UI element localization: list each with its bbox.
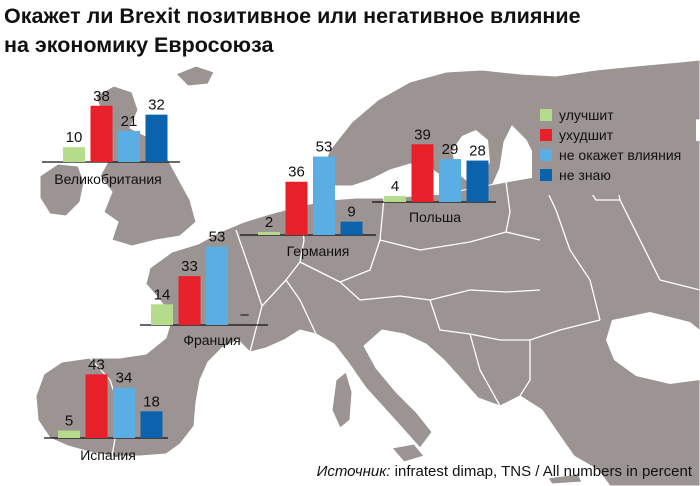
data-label: 5 [65,413,73,430]
data-label: 9 [347,204,355,221]
data-label: 33 [181,258,198,275]
title-line-1: Окажет ли Brexit позитивное или негативн… [4,4,581,28]
bar [85,374,108,438]
country-label: Испания [80,447,136,463]
bar [384,196,406,202]
data-label: 32 [148,97,165,114]
corsica-sardinia-land [331,371,353,429]
bar-group-1: 10 38 21 32 Великобритания [42,88,180,187]
data-label: 2 [265,214,273,231]
legend-bg [532,105,696,195]
northern-islands-land [175,65,215,87]
country-label: Великобритания [54,171,162,187]
bar [140,411,163,438]
chart-legend: улучшит ухудшит не окажет влияния не знаю [532,105,696,195]
crete-land [547,473,583,485]
bar-groups: 10382132Великобритания236539Германия4392… [42,88,496,463]
data-label: 18 [143,393,160,410]
data-label: 43 [88,356,105,373]
source-text: infratest dimap, TNS / All numbers in pe… [394,463,692,480]
bar [313,156,335,235]
bar [113,387,135,438]
great-britain-land [95,85,197,247]
bar-group-3: 4 39 29 28 Польша [372,126,496,225]
data-label: 53 [316,139,333,156]
europe-map [35,59,700,486]
bar [411,144,434,202]
bar [63,147,85,162]
black-sea [606,312,700,384]
data-label: 38 [93,88,110,105]
data-label: 53 [209,229,226,246]
country-label: Франция [183,332,240,348]
bar-group-5: 5 43 34 18 Испания [44,356,168,463]
bar [90,105,113,162]
legend-swatch [540,169,552,181]
aegean-sea [516,420,554,466]
bar [118,130,140,162]
bar [439,159,461,202]
adriatic-sea [404,354,470,424]
data-label: 14 [154,286,171,303]
data-label: 36 [288,164,305,181]
bar [340,221,363,235]
bar [285,181,308,235]
title-line-2: на экономику Евросоюза [4,33,274,57]
data-label: 4 [391,178,399,195]
bar-group-4: 14 33 53 –Франция [140,229,268,348]
chart-title: Окажет ли Brexit позитивное или негативн… [4,2,694,60]
bar-group-2: 2 36 53 9 Германия [240,139,376,259]
legend-label: не окажет влияния [559,147,681,163]
legend-label: улучшит [559,107,614,123]
bar [466,160,489,202]
bar [206,246,228,325]
bar [178,276,201,325]
legend-swatch [540,129,552,141]
ireland-land [39,163,85,217]
data-label: 28 [469,143,486,160]
source-note: Источник: infratest dimap, TNS / All num… [317,463,692,480]
source-label: Источник: [316,463,391,480]
country-label: Польша [409,209,461,225]
data-label: 29 [442,141,459,158]
data-label: 21 [121,113,138,130]
data-label: 10 [66,129,83,146]
data-label: 34 [116,370,133,387]
legend-swatch [540,109,552,121]
bar [151,304,173,325]
legend-label: ухудшит [559,127,614,143]
legend-swatch [540,149,552,161]
sicily-land [391,443,425,463]
data-label: – [240,306,249,323]
bar [258,232,280,235]
country-label: Германия [287,243,350,259]
bar [58,430,80,438]
legend-label: не знаю [559,167,611,183]
bar [145,114,168,162]
country-borders [89,159,700,457]
data-label: 39 [414,126,431,143]
